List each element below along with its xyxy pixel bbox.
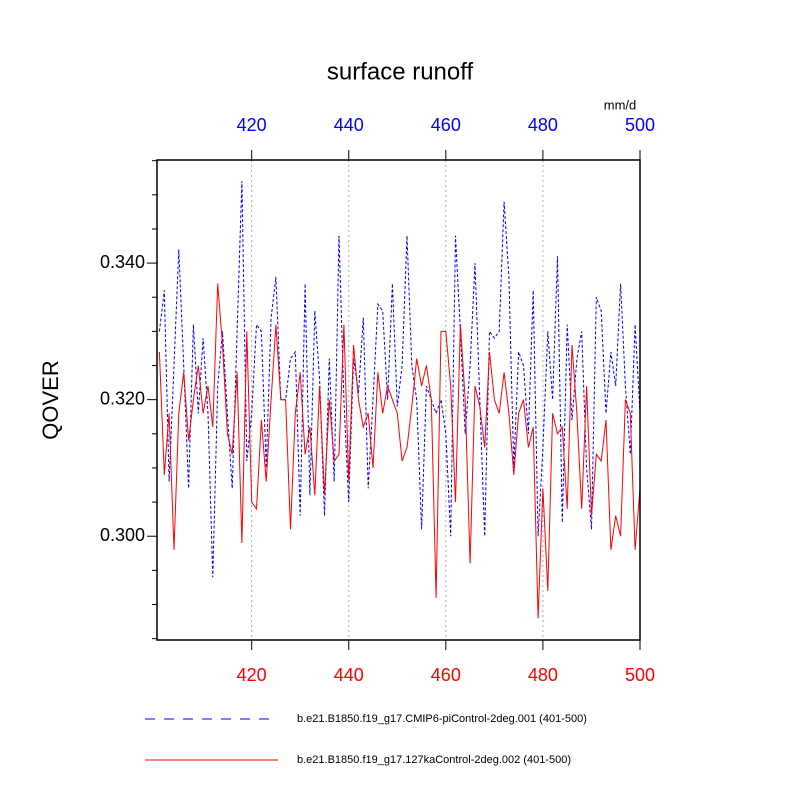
top-x-tick-label: 500 <box>625 115 655 135</box>
top-x-tick-label: 440 <box>334 115 364 135</box>
units-label: mm/d <box>604 97 637 112</box>
x-tick-label: 460 <box>431 665 461 685</box>
top-x-tick-label: 420 <box>237 115 267 135</box>
x-tick-label: 500 <box>625 665 655 685</box>
x-tick-label: 440 <box>334 665 364 685</box>
legend-label: b.e21.B1850.f19_g17.CMIP6-piControl-2deg… <box>297 713 587 725</box>
y-axis-title: QOVER <box>38 360 63 439</box>
series-line <box>158 181 641 578</box>
legend-label: b.e21.B1850.f19_g17.127kaControl-2deg.00… <box>297 754 571 766</box>
chart-title: surface runoff <box>327 58 474 85</box>
x-tick-label: 480 <box>528 665 558 685</box>
x-tick-label: 420 <box>237 665 267 685</box>
plot-frame <box>156 159 641 641</box>
top-x-tick-label: 480 <box>528 115 558 135</box>
y-tick-label: 0.320 <box>100 388 145 408</box>
top-x-tick-label: 460 <box>431 115 461 135</box>
y-tick-label: 0.300 <box>100 525 145 545</box>
y-tick-label: 0.340 <box>100 252 145 272</box>
series-line <box>158 283 641 619</box>
